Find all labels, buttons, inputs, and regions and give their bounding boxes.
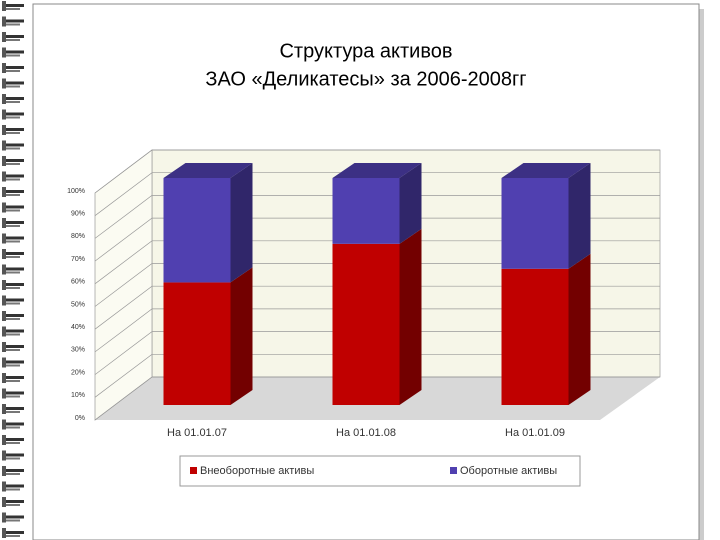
grid-line xyxy=(94,308,660,353)
legend-label: Оборотные активы xyxy=(460,465,557,477)
grid-line xyxy=(94,217,660,262)
y-tick-label: 80% xyxy=(71,233,85,240)
bar-side xyxy=(230,163,253,283)
y-tick-label: 70% xyxy=(71,256,85,263)
grid-line xyxy=(94,353,660,398)
y-tick-label: 100% xyxy=(67,188,85,195)
y-tick-label: 40% xyxy=(71,324,85,331)
bar-side xyxy=(230,267,253,405)
grid-line xyxy=(94,331,660,375)
y-tick-label: 0% xyxy=(75,415,85,422)
bar-segment xyxy=(332,178,400,244)
grid-line xyxy=(94,172,660,216)
legend-swatch xyxy=(190,467,197,474)
bar-segment xyxy=(163,178,231,283)
y-tick-label: 30% xyxy=(71,347,85,354)
grid-line xyxy=(94,376,660,421)
bar-segment xyxy=(501,268,569,405)
grid-line xyxy=(94,240,660,285)
bar-top xyxy=(501,163,591,178)
y-tick-label: 50% xyxy=(71,301,85,308)
grid-line xyxy=(94,195,660,239)
chart-subtitle: ЗАО «Деликатесы» за 2006-2008гг xyxy=(205,68,526,90)
grid-line xyxy=(94,263,660,307)
bar-side xyxy=(568,163,591,269)
legend xyxy=(179,455,581,487)
binding xyxy=(0,0,28,540)
bar-side xyxy=(399,228,422,405)
x-tick-label: На 01.01.09 xyxy=(505,427,565,439)
bar-segment xyxy=(332,243,400,405)
y-tick-label: 10% xyxy=(71,392,85,399)
legend-label: Внеоборотные активы xyxy=(200,465,314,477)
legend-swatch xyxy=(450,467,457,474)
bar-side xyxy=(568,253,591,405)
bar-top xyxy=(163,163,253,178)
bar-segment xyxy=(163,282,231,405)
grid-line xyxy=(94,149,660,194)
y-tick-label: 20% xyxy=(71,369,85,376)
y-tick-label: 60% xyxy=(71,279,85,286)
y-tick-label: 90% xyxy=(71,211,85,218)
x-tick-label: На 01.01.08 xyxy=(336,427,396,439)
bar-side xyxy=(399,163,422,244)
bar-segment xyxy=(501,178,569,269)
x-tick-label: На 01.01.07 xyxy=(167,427,227,439)
grid-line xyxy=(94,285,660,330)
bar-top xyxy=(332,163,422,178)
chart-title: Структура активов xyxy=(279,40,452,62)
